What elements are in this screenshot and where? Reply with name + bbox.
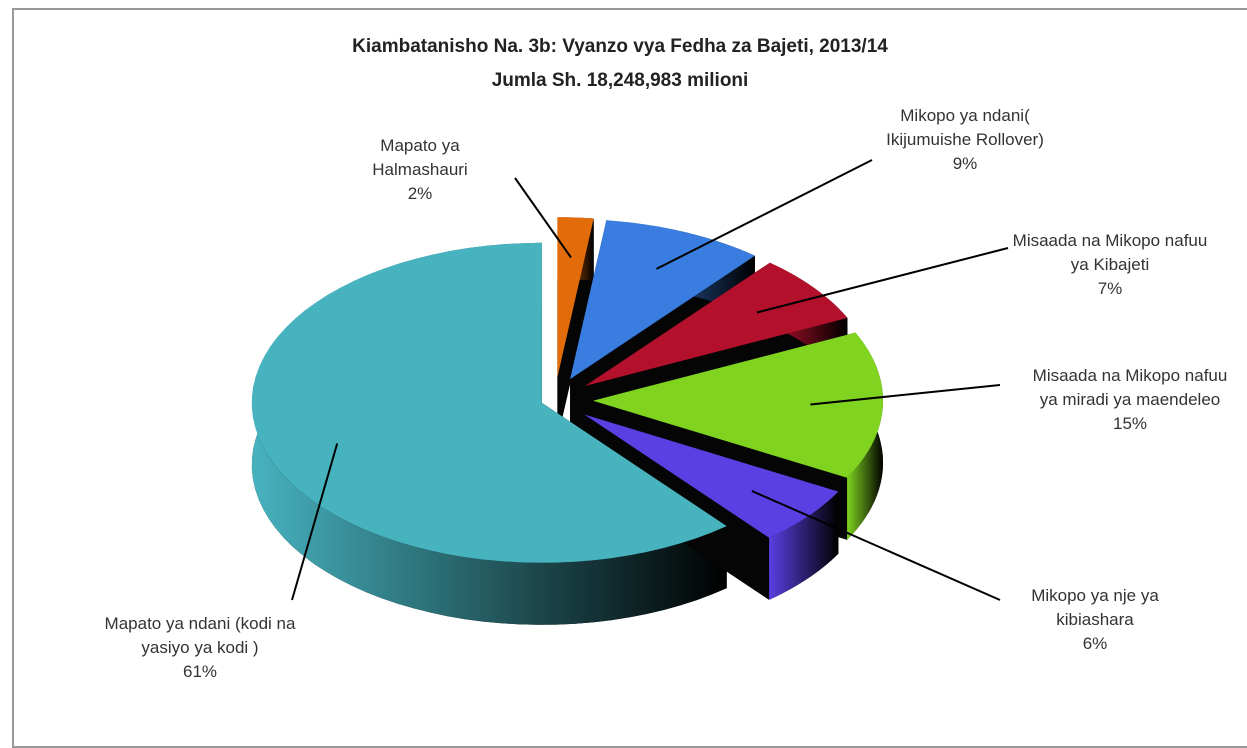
chart-title: Kiambatanisho Na. 3b: Vyanzo vya Fedha z… xyxy=(352,36,888,57)
category-label: Misaada na Mikopo nafuu ya Kibajeti xyxy=(1012,231,1208,274)
value-label: 2% xyxy=(407,184,433,203)
chart-subtitle: Jumla Sh. 18,248,983 milioni xyxy=(491,70,749,91)
category-label: Misaada na Mikopo nafuu ya miradi ya mae… xyxy=(1032,366,1228,409)
pie-slice xyxy=(251,242,727,563)
value-label: 7% xyxy=(1097,279,1123,298)
slice-wall xyxy=(251,242,727,625)
leader-line xyxy=(751,490,1001,601)
category-label: Mikopo ya nje ya kibiashara xyxy=(1031,586,1159,629)
value-label: 15% xyxy=(1112,414,1148,433)
pie-slice xyxy=(585,262,848,386)
slice-label: Mapato ya ndani (kodi na yasiyo ya kodi … xyxy=(90,612,310,684)
leader-line xyxy=(810,384,1001,406)
leader-line xyxy=(756,247,1009,314)
slice-label: Misaada na Mikopo nafuu ya Kibajeti 7% xyxy=(1005,229,1215,301)
pie-slice xyxy=(593,332,883,478)
category-label: Mapato ya Halmashauri xyxy=(372,136,468,179)
value-label: 61% xyxy=(182,662,218,681)
chart xyxy=(251,159,1009,625)
leader-line xyxy=(656,159,873,270)
value-label: 9% xyxy=(952,154,978,173)
slice-wall xyxy=(769,491,839,600)
category-label: Mapato ya ndani (kodi na yasiyo ya kodi … xyxy=(104,614,296,657)
leader-line xyxy=(291,443,339,601)
pie-slice xyxy=(570,220,755,380)
slice-label: Misaada na Mikopo nafuu ya miradi ya mae… xyxy=(1030,364,1230,436)
category-label: Mikopo ya ndani( Ikijumuishe Rollover) xyxy=(886,106,1044,149)
leader-line xyxy=(514,177,572,259)
slice-label: Mikopo ya ndani( Ikijumuishe Rollover) 9% xyxy=(870,104,1060,176)
slice-label: Mapato ya Halmashauri 2% xyxy=(360,134,480,206)
value-label: 6% xyxy=(1082,634,1108,653)
page: Kiambatanisho Na. 3b: Vyanzo vya Fedha z… xyxy=(12,8,1247,748)
slice-label: Mikopo ya nje ya kibiashara 6% xyxy=(995,584,1195,656)
pie-slice xyxy=(557,217,594,378)
pie-slice xyxy=(584,414,839,538)
